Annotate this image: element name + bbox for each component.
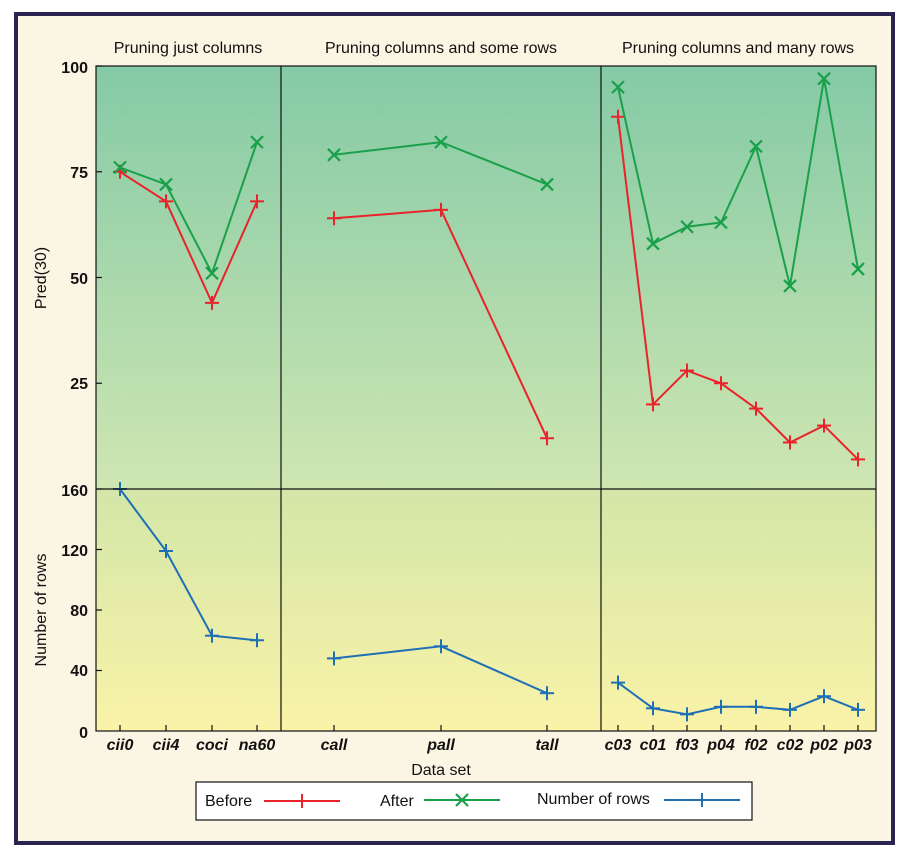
panel-title-2: Pruning columns and some rows bbox=[325, 40, 557, 57]
rows-point bbox=[851, 702, 865, 717]
legend-label-after: After bbox=[380, 793, 414, 810]
after-line-panel-1 bbox=[119, 141, 258, 276]
rows-point bbox=[817, 689, 831, 704]
before-point bbox=[817, 418, 831, 433]
panel-title-3: Pruning columns and many rows bbox=[622, 40, 854, 57]
x-tick-label: f03 bbox=[675, 737, 698, 754]
x-tick-label: c03 bbox=[605, 737, 632, 754]
rows-point bbox=[327, 651, 341, 666]
top-y-tick-label: 50 bbox=[70, 271, 88, 288]
after-point bbox=[327, 148, 341, 162]
before-point bbox=[250, 194, 264, 209]
before-line-panel-1 bbox=[119, 170, 258, 306]
rows-point bbox=[646, 701, 660, 716]
before-point bbox=[327, 211, 341, 226]
legend-marker bbox=[695, 793, 709, 807]
series-layer bbox=[113, 71, 865, 722]
legend-label-rows: Number of rows bbox=[537, 791, 650, 808]
legend-marker-rows bbox=[695, 793, 709, 807]
after-point bbox=[611, 80, 625, 94]
rows-point bbox=[749, 699, 763, 714]
legend-marker-before bbox=[295, 794, 309, 808]
before-point bbox=[159, 194, 173, 209]
x-tick-label: p03 bbox=[843, 737, 872, 754]
rows-point bbox=[540, 686, 554, 701]
bottom-y-tick-label: 80 bbox=[70, 603, 88, 620]
bottom-plot-area bbox=[96, 489, 876, 731]
x-tick-label: c01 bbox=[640, 737, 667, 754]
x-tick-label: call bbox=[321, 737, 348, 754]
rows-point bbox=[611, 675, 625, 690]
bottom-y-tick-label: 120 bbox=[61, 543, 88, 560]
before-point bbox=[611, 109, 625, 124]
before-point bbox=[749, 401, 763, 416]
legend-marker bbox=[455, 793, 469, 807]
before-point bbox=[434, 202, 448, 217]
after-point bbox=[749, 139, 763, 154]
rows-point bbox=[714, 699, 728, 714]
x-tick-label: cii0 bbox=[107, 737, 134, 754]
before-point bbox=[540, 431, 554, 446]
after-point bbox=[714, 215, 728, 230]
before-point bbox=[205, 295, 219, 310]
bottom-y-tick-label: 40 bbox=[70, 663, 88, 680]
after-point bbox=[646, 236, 660, 251]
after-point bbox=[434, 135, 448, 149]
x-tick-label: cii4 bbox=[153, 737, 180, 754]
x-tick-label: f02 bbox=[744, 737, 767, 754]
rows-point bbox=[159, 544, 173, 559]
before-point bbox=[680, 363, 694, 378]
top-y-tick-label: 25 bbox=[70, 376, 88, 393]
bottom-y-tick-label: 0 bbox=[79, 725, 88, 742]
rows-line-panel-1 bbox=[119, 488, 258, 642]
plot-border bbox=[95, 65, 877, 732]
rows-point bbox=[783, 702, 797, 717]
rows-point bbox=[205, 628, 219, 643]
top-y-tick-label: 75 bbox=[70, 165, 88, 182]
after-point bbox=[159, 177, 173, 192]
panel-title-1: Pruning just columns bbox=[114, 40, 263, 57]
legend-marker bbox=[295, 794, 309, 808]
before-line-panel-3 bbox=[617, 116, 859, 461]
rows-point bbox=[434, 639, 448, 654]
rows-point bbox=[250, 633, 264, 648]
bottom-y-tick-label: 160 bbox=[61, 483, 88, 500]
before-point bbox=[714, 376, 728, 391]
x-tick-label: p02 bbox=[809, 737, 838, 754]
rows-line-panel-3 bbox=[617, 681, 859, 716]
top-y-tick-label: 100 bbox=[61, 60, 88, 77]
x-tick-label: na60 bbox=[239, 737, 276, 754]
rows-point bbox=[680, 707, 694, 722]
after-point bbox=[205, 266, 219, 281]
x-axis-label: Data set bbox=[411, 762, 471, 779]
before-point bbox=[851, 452, 865, 467]
legend-marker-after bbox=[455, 793, 469, 807]
legend-label-before: Before bbox=[205, 793, 252, 810]
before-point bbox=[646, 397, 660, 412]
bottom-y-axis-label: Number of rows bbox=[33, 554, 50, 667]
legend: Before After Number of rows bbox=[195, 781, 753, 821]
after-point bbox=[113, 160, 127, 175]
after-point bbox=[817, 71, 831, 86]
before-point bbox=[783, 435, 797, 450]
x-tick-label: tall bbox=[535, 737, 559, 754]
after-point bbox=[783, 279, 797, 293]
x-tick-label: pall bbox=[426, 737, 455, 754]
after-point bbox=[680, 219, 694, 234]
top-plot-area bbox=[96, 66, 876, 489]
x-tick-labels: cii0 cii4 coci na60 call pall tall c03 c01 f03 p04… bbox=[107, 737, 872, 754]
after-point bbox=[250, 135, 264, 149]
after-point bbox=[540, 177, 554, 192]
x-tick-label: c02 bbox=[777, 737, 804, 754]
x-tick-label: coci bbox=[196, 737, 229, 754]
after-line-panel-3 bbox=[617, 78, 859, 287]
after-point bbox=[851, 262, 865, 276]
x-tick-label: p04 bbox=[706, 737, 735, 754]
top-y-axis-label: Pred(30) bbox=[33, 247, 50, 309]
